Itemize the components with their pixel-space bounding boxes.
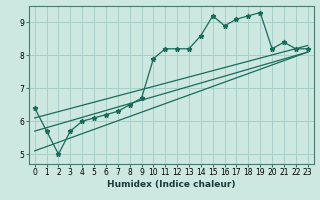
X-axis label: Humidex (Indice chaleur): Humidex (Indice chaleur) [107, 180, 236, 189]
